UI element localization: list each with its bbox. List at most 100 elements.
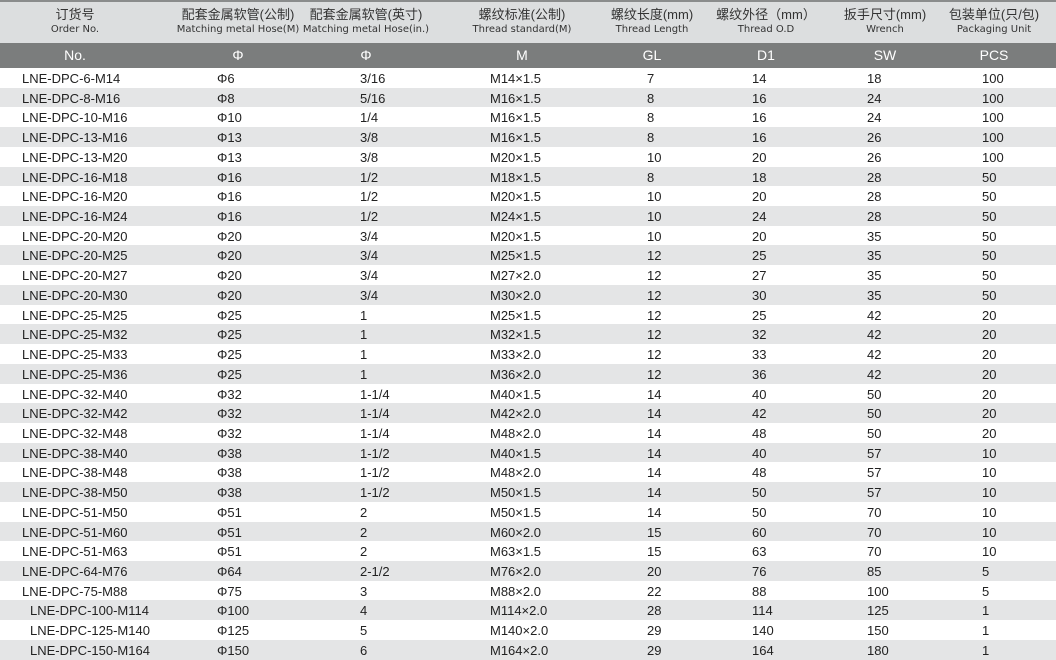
cell-hose-metric: Φ150 [217, 642, 250, 658]
cell-thread-od: 16 [752, 130, 767, 146]
table-row: LNE-DPC-51-M60 Φ51 2 M60×2.0 15 60 70 10 [0, 521, 1056, 542]
cell-thread-od: 27 [752, 268, 767, 284]
cell-hose-metric: Φ16 [217, 169, 242, 185]
header-code-thread-length: GL [642, 47, 662, 63]
cell-hose-inch: 2 [360, 524, 368, 540]
cell-order-no: LNE-DPC-16-M24 [22, 209, 128, 225]
cell-wrench: 26 [867, 149, 882, 165]
cell-hose-inch: 1-1/4 [360, 386, 390, 402]
cell-hose-inch: 1-1/2 [360, 445, 390, 461]
cell-wrench: 35 [867, 228, 882, 244]
cell-hose-inch: 2 [360, 504, 368, 520]
cell-order-no: LNE-DPC-125-M140 [30, 623, 150, 639]
header-zh: 订货号 [55, 7, 95, 22]
cell-order-no: LNE-DPC-32-M40 [22, 386, 128, 402]
table-row: LNE-DPC-150-M164 Φ150 6 M164×2.0 29 164 180 1 [0, 639, 1056, 660]
cell-thread-length: 12 [647, 268, 662, 284]
cell-order-no: LNE-DPC-20-M25 [22, 248, 128, 264]
cell-thread-od: 14 [752, 71, 767, 86]
cell-packaging-unit: 10 [982, 485, 997, 501]
cell-hose-metric: Φ20 [217, 228, 242, 244]
cell-hose-metric: Φ32 [217, 425, 242, 441]
table-body: LNE-DPC-6-M14 Φ6 3/16 M14×1.5 7 14 18 100 LNE-DP… [0, 68, 1056, 660]
cell-hose-inch: 6 [360, 642, 368, 658]
cell-hose-inch: 1/4 [360, 110, 379, 126]
cell-hose-metric: Φ16 [217, 189, 242, 205]
cell-hose-inch: 1 [360, 366, 368, 382]
cell-thread-length: 12 [647, 327, 662, 343]
table-row: LNE-DPC-6-M14 Φ6 3/16 M14×1.5 7 14 18 100 [0, 68, 1056, 88]
cell-thread-standard: M14×1.5 [490, 71, 541, 86]
cell-hose-metric: Φ75 [217, 583, 242, 599]
cell-thread-standard: M48×2.0 [490, 465, 541, 481]
cell-thread-od: 63 [752, 544, 767, 560]
cell-hose-metric: Φ20 [217, 287, 242, 303]
table-row: LNE-DPC-38-M50 Φ38 1-1/2 M50×1.5 14 50 57 10 [0, 482, 1056, 502]
cell-packaging-unit: 100 [982, 110, 1004, 126]
cell-packaging-unit: 1 [982, 642, 990, 658]
cell-thread-length: 15 [647, 544, 662, 560]
cell-thread-standard: M30×2.0 [490, 287, 541, 303]
cell-hose-metric: Φ6 [217, 71, 235, 86]
cell-thread-standard: M32×1.5 [490, 327, 541, 343]
cell-packaging-unit: 50 [982, 287, 997, 303]
cell-hose-inch: 2-1/2 [360, 563, 390, 579]
cell-wrench: 18 [867, 71, 882, 86]
cell-hose-inch: 3/16 [360, 71, 386, 86]
cell-thread-standard: M50×1.5 [490, 485, 541, 501]
table-row: LNE-DPC-16-M18 Φ16 1/2 M18×1.5 8 18 28 50 [0, 166, 1056, 187]
header-code-packaging-unit: PCS [979, 47, 1009, 63]
cell-hose-metric: Φ51 [217, 544, 242, 560]
cell-hose-metric: Φ38 [217, 465, 242, 481]
cell-packaging-unit: 1 [982, 603, 990, 619]
table-row: LNE-DPC-32-M48 Φ32 1-1/4 M48×2.0 14 48 50 20 [0, 423, 1056, 443]
cell-thread-standard: M60×2.0 [490, 524, 541, 540]
cell-thread-length: 10 [647, 189, 662, 205]
table-row: LNE-DPC-25-M32 Φ25 1 M32×1.5 12 32 42 20 [0, 324, 1056, 345]
table-row: LNE-DPC-125-M140 Φ125 5 M140×2.0 29 140 150 1 [0, 620, 1056, 640]
cell-thread-od: 50 [752, 485, 767, 501]
cell-order-no: LNE-DPC-25-M33 [22, 347, 128, 363]
cell-packaging-unit: 50 [982, 189, 997, 205]
cell-thread-length: 12 [647, 287, 662, 303]
cell-hose-inch: 5 [360, 623, 368, 639]
cell-hose-inch: 3/8 [360, 130, 379, 146]
table-row: LNE-DPC-13-M20 Φ13 3/8 M20×1.5 10 20 26 100 [0, 147, 1056, 167]
header-zh: 螺纹标准(公制) [478, 7, 566, 22]
cell-hose-inch: 2 [360, 544, 368, 560]
cell-order-no: LNE-DPC-25-M25 [22, 307, 128, 323]
cell-hose-metric: Φ25 [217, 307, 242, 323]
cell-packaging-unit: 50 [982, 169, 997, 185]
header-code-thread-standard: M [516, 47, 528, 63]
cell-order-no: LNE-DPC-16-M18 [22, 169, 128, 185]
cell-wrench: 57 [867, 465, 882, 481]
cell-hose-inch: 1/2 [360, 169, 379, 185]
cell-thread-od: 36 [752, 366, 767, 382]
cell-order-no: LNE-DPC-38-M48 [22, 465, 128, 481]
cell-packaging-unit: 5 [982, 563, 990, 579]
cell-thread-length: 12 [647, 248, 662, 264]
cell-thread-length: 10 [647, 228, 662, 244]
cell-thread-standard: M140×2.0 [490, 623, 549, 639]
cell-thread-length: 12 [647, 347, 662, 363]
cell-wrench: 28 [867, 189, 882, 205]
header-code-wrench: SW [873, 47, 897, 63]
cell-thread-standard: M16×1.5 [490, 110, 541, 126]
cell-thread-standard: M40×1.5 [490, 386, 541, 402]
cell-thread-od: 25 [752, 248, 767, 264]
cell-hose-inch: 1-1/2 [360, 485, 390, 501]
cell-packaging-unit: 50 [982, 228, 997, 244]
header-zh: 螺纹外径（mm） [716, 7, 816, 22]
cell-wrench: 150 [867, 623, 889, 639]
cell-wrench: 70 [867, 504, 882, 520]
cell-thread-standard: M20×1.5 [490, 228, 541, 244]
cell-hose-inch: 3 [360, 583, 368, 599]
cell-thread-od: 60 [752, 524, 767, 540]
cell-packaging-unit: 20 [982, 406, 997, 422]
cell-hose-inch: 3/4 [360, 228, 379, 244]
cell-thread-standard: M114×2.0 [490, 603, 548, 619]
header-zh: 扳手尺寸(mm) [843, 7, 927, 22]
cell-hose-inch: 1/2 [360, 209, 379, 225]
cell-thread-od: 76 [752, 563, 767, 579]
cell-wrench: 35 [867, 248, 882, 264]
